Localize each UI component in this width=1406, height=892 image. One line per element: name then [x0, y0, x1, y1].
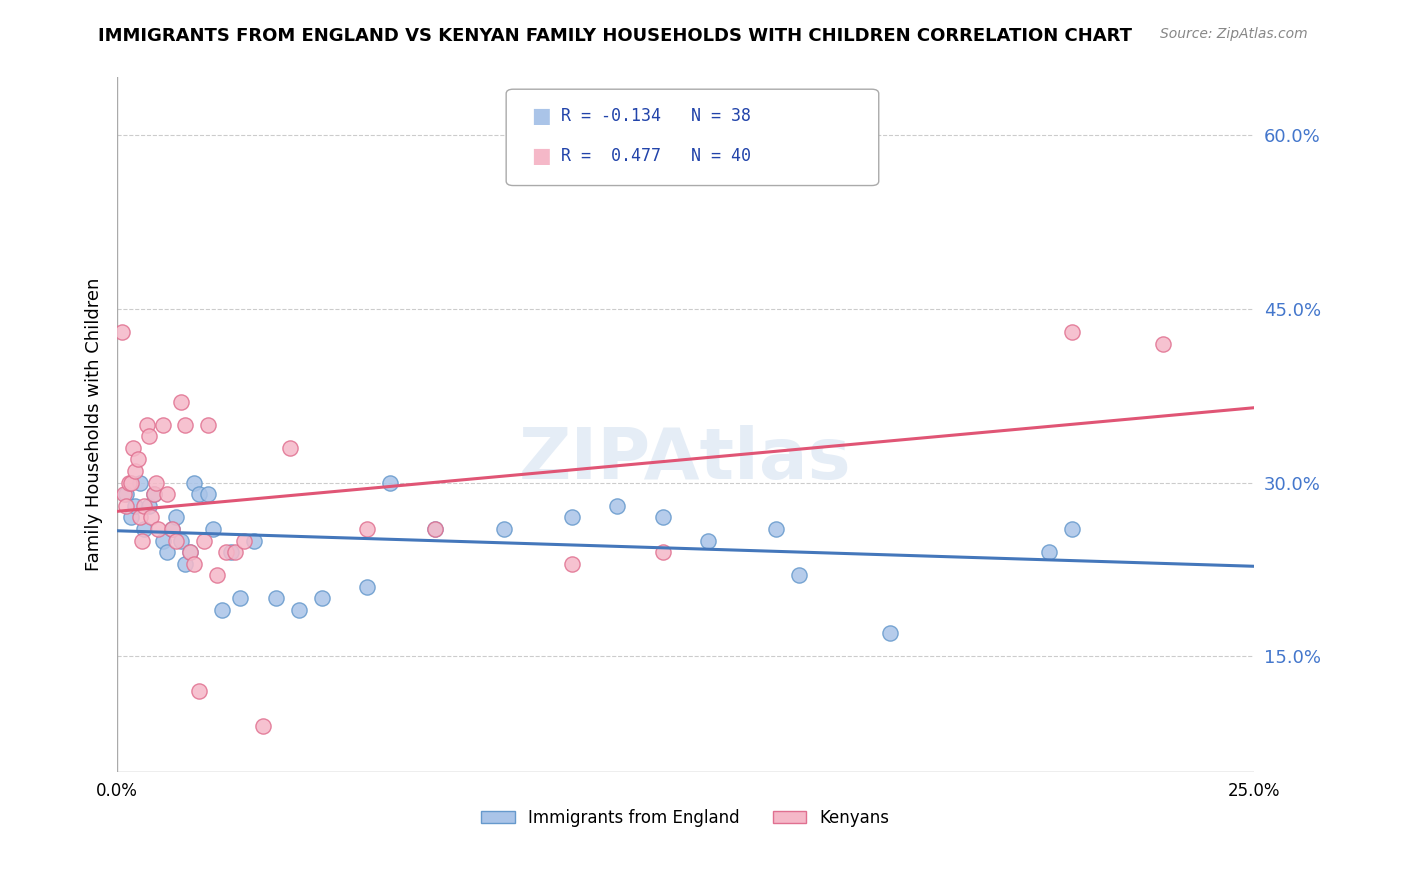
Point — [142, 487, 165, 501]
Point — [124, 464, 146, 478]
Point — [215, 545, 238, 559]
Point — [115, 487, 138, 501]
Point — [120, 510, 142, 524]
Point — [229, 591, 252, 606]
Point — [112, 487, 135, 501]
Point — [266, 591, 288, 606]
Point — [561, 557, 583, 571]
Point — [170, 394, 193, 409]
Point — [134, 499, 156, 513]
Legend: Immigrants from England, Kenyans: Immigrants from England, Kenyans — [475, 802, 897, 833]
Point — [1152, 336, 1174, 351]
Point — [879, 626, 901, 640]
Point — [1060, 325, 1083, 339]
Text: R = -0.134   N = 38: R = -0.134 N = 38 — [561, 107, 751, 125]
Point — [146, 522, 169, 536]
Point — [138, 429, 160, 443]
Text: IMMIGRANTS FROM ENGLAND VS KENYAN FAMILY HOUSEHOLDS WITH CHILDREN CORRELATION CH: IMMIGRANTS FROM ENGLAND VS KENYAN FAMILY… — [98, 27, 1132, 45]
Point — [197, 417, 219, 432]
Point — [138, 499, 160, 513]
Point — [124, 499, 146, 513]
Point — [765, 522, 787, 536]
Point — [188, 487, 211, 501]
Point — [142, 487, 165, 501]
Point — [122, 441, 145, 455]
Point — [378, 475, 401, 490]
Point — [183, 475, 205, 490]
Point — [606, 499, 628, 513]
Text: ■: ■ — [531, 106, 551, 126]
Text: ZIPAtlas: ZIPAtlas — [519, 425, 852, 494]
Point — [787, 568, 810, 582]
Point — [356, 522, 378, 536]
Point — [651, 510, 673, 524]
Point — [117, 475, 139, 490]
Point — [278, 441, 301, 455]
Point — [224, 545, 246, 559]
Point — [165, 510, 187, 524]
Point — [201, 522, 224, 536]
Point — [356, 580, 378, 594]
Point — [111, 325, 134, 339]
Point — [425, 522, 447, 536]
Text: Source: ZipAtlas.com: Source: ZipAtlas.com — [1160, 27, 1308, 41]
Point — [129, 510, 152, 524]
Point — [193, 533, 215, 548]
Point — [205, 568, 228, 582]
Point — [179, 545, 201, 559]
Point — [160, 522, 183, 536]
Point — [311, 591, 333, 606]
Point — [1038, 545, 1060, 559]
Point — [288, 603, 311, 617]
Point — [252, 719, 274, 733]
Y-axis label: Family Households with Children: Family Households with Children — [86, 278, 103, 572]
Point — [651, 545, 673, 559]
Point — [697, 533, 720, 548]
Point — [242, 533, 264, 548]
Point — [152, 533, 174, 548]
Point — [156, 487, 179, 501]
Point — [561, 510, 583, 524]
Point — [115, 499, 138, 513]
Point — [219, 545, 242, 559]
Point — [183, 557, 205, 571]
Point — [131, 533, 153, 548]
Point — [211, 603, 233, 617]
Point — [492, 522, 515, 536]
Text: ■: ■ — [531, 146, 551, 166]
Point — [145, 475, 167, 490]
Text: R =  0.477   N = 40: R = 0.477 N = 40 — [561, 147, 751, 165]
Point — [233, 533, 256, 548]
Point — [135, 417, 157, 432]
Point — [425, 522, 447, 536]
Point — [160, 522, 183, 536]
Point — [156, 545, 179, 559]
Point — [127, 452, 149, 467]
Point — [120, 475, 142, 490]
Point — [134, 522, 156, 536]
Point — [165, 533, 187, 548]
Point — [179, 545, 201, 559]
Point — [170, 533, 193, 548]
Point — [174, 417, 197, 432]
Point — [1060, 522, 1083, 536]
Point — [152, 417, 174, 432]
Point — [129, 475, 152, 490]
Point — [188, 684, 211, 698]
Point — [141, 510, 163, 524]
Point — [174, 557, 197, 571]
Point — [197, 487, 219, 501]
